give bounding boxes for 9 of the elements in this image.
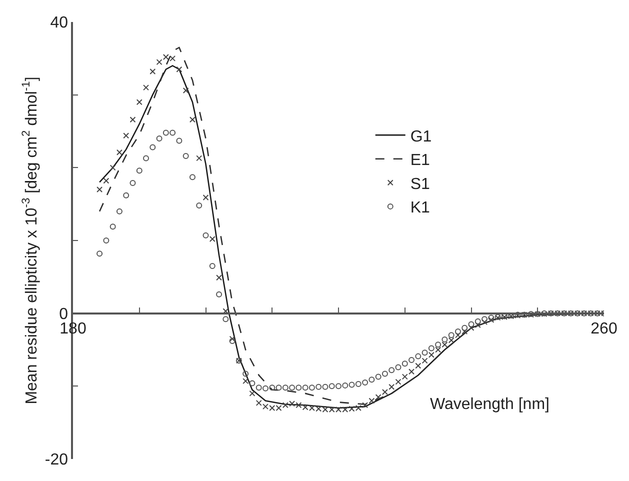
y-tick-label: -20 [44, 452, 68, 469]
legend-label: K1 [410, 200, 430, 217]
legend-label: E1 [410, 152, 430, 170]
y-tick-label: 0 [59, 306, 68, 323]
x-axis-title: Wavelength [nm] [430, 396, 550, 413]
legend-label: S1 [410, 176, 430, 193]
legend-label: G1 [410, 128, 432, 146]
y-tick-label: 40 [50, 14, 68, 32]
x-tick-label: 260 [590, 320, 618, 338]
